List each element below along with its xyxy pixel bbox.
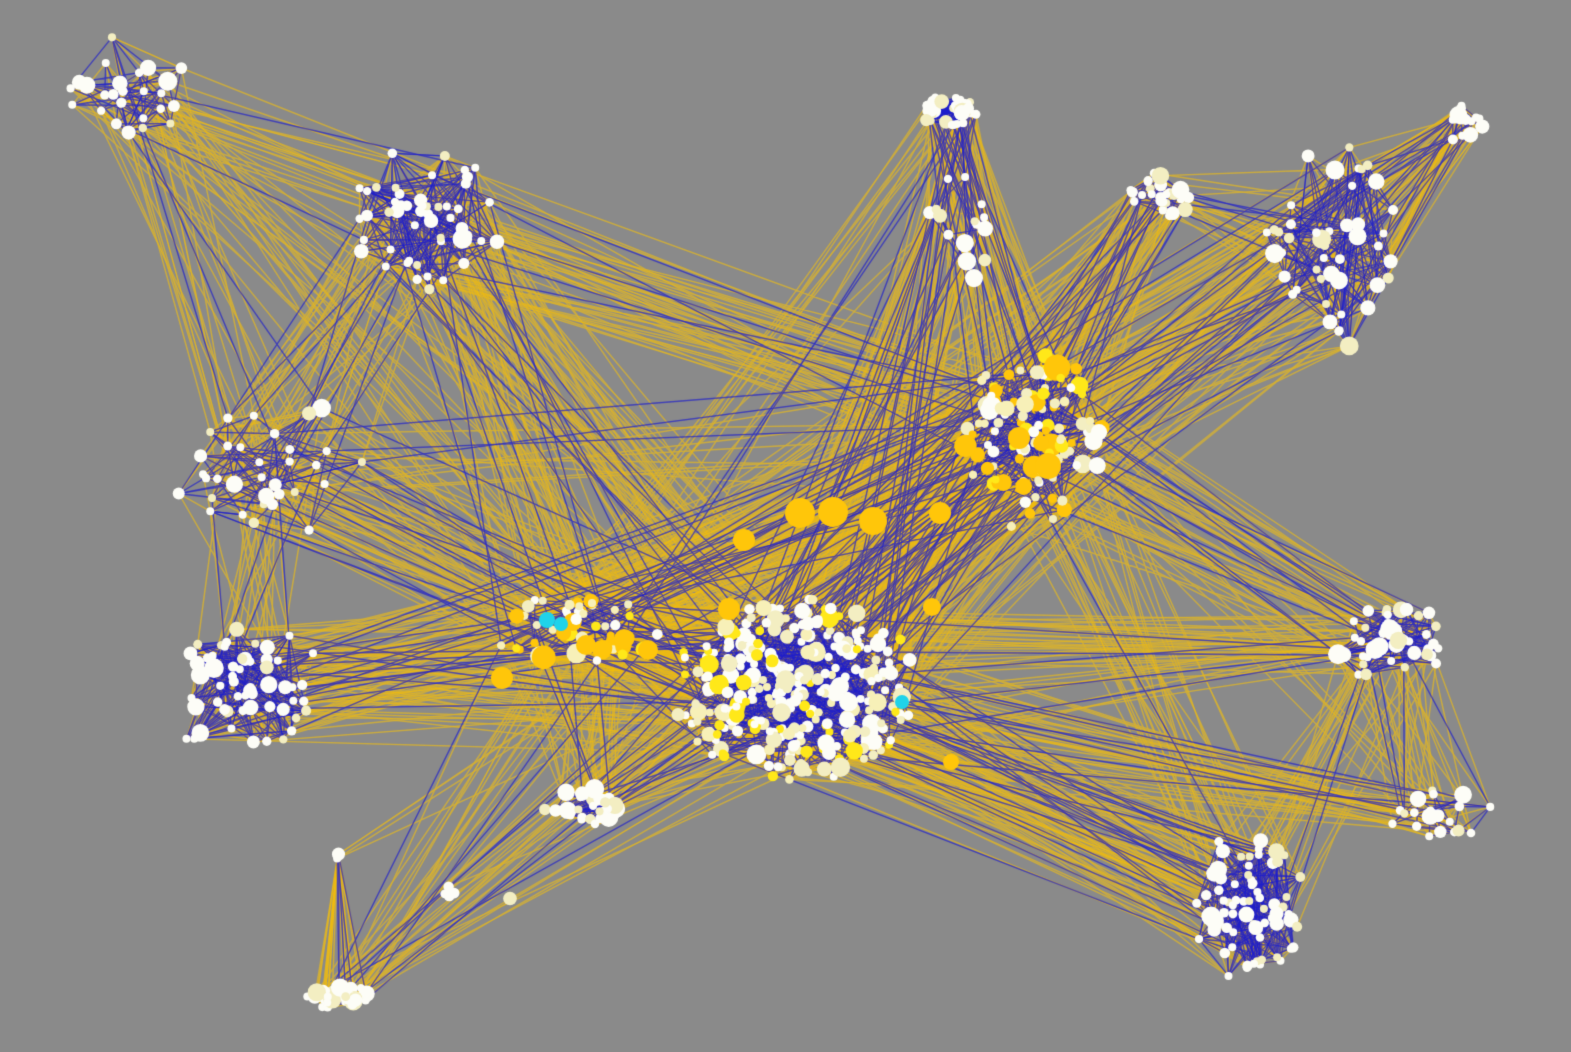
network-graph-overlay [0, 0, 1571, 1052]
graph-visualization-root[interactable] [0, 0, 1571, 1052]
network-graph-canvas[interactable] [0, 0, 1571, 1052]
